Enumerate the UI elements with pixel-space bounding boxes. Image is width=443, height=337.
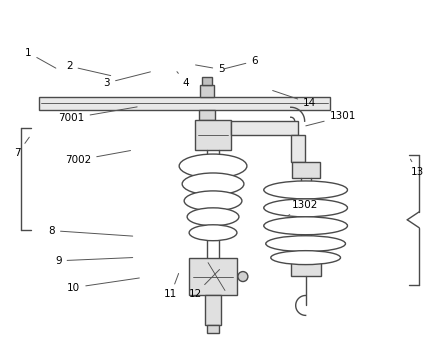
Text: 13: 13 — [410, 159, 424, 177]
Ellipse shape — [264, 199, 347, 217]
Ellipse shape — [266, 236, 346, 252]
Text: 6: 6 — [224, 56, 258, 69]
Ellipse shape — [187, 208, 239, 226]
Bar — [202, 78, 212, 85]
Text: 12: 12 — [188, 270, 220, 299]
Text: 4: 4 — [177, 72, 190, 88]
Text: 9: 9 — [55, 256, 133, 266]
Ellipse shape — [189, 225, 237, 241]
Ellipse shape — [271, 251, 341, 265]
Text: 10: 10 — [67, 278, 140, 293]
Bar — [207, 325, 219, 333]
Text: 11: 11 — [164, 273, 179, 299]
Text: 5: 5 — [195, 64, 225, 74]
Ellipse shape — [184, 191, 242, 211]
Ellipse shape — [264, 203, 347, 213]
Ellipse shape — [264, 217, 347, 235]
Text: 2: 2 — [66, 61, 111, 75]
Bar — [39, 97, 330, 110]
Bar — [231, 121, 298, 135]
Ellipse shape — [264, 221, 347, 231]
Bar — [291, 262, 321, 276]
Ellipse shape — [179, 154, 247, 178]
Bar — [199, 110, 215, 120]
Ellipse shape — [182, 173, 244, 195]
Text: 1302: 1302 — [288, 201, 319, 216]
Ellipse shape — [264, 185, 347, 195]
Bar — [195, 120, 231, 150]
Circle shape — [238, 272, 248, 281]
Text: 7: 7 — [14, 137, 29, 158]
Bar — [200, 85, 214, 97]
Text: 7001: 7001 — [58, 107, 137, 123]
Text: 1: 1 — [25, 48, 56, 68]
Text: 8: 8 — [48, 225, 133, 236]
Bar — [291, 162, 319, 178]
Text: 1301: 1301 — [306, 112, 356, 126]
Ellipse shape — [266, 239, 346, 248]
Bar — [205, 296, 221, 325]
Bar — [291, 135, 305, 162]
Text: 14: 14 — [272, 91, 316, 108]
Bar — [189, 257, 237, 296]
Ellipse shape — [264, 181, 347, 199]
Text: 3: 3 — [104, 72, 151, 88]
Text: 7002: 7002 — [65, 151, 131, 165]
